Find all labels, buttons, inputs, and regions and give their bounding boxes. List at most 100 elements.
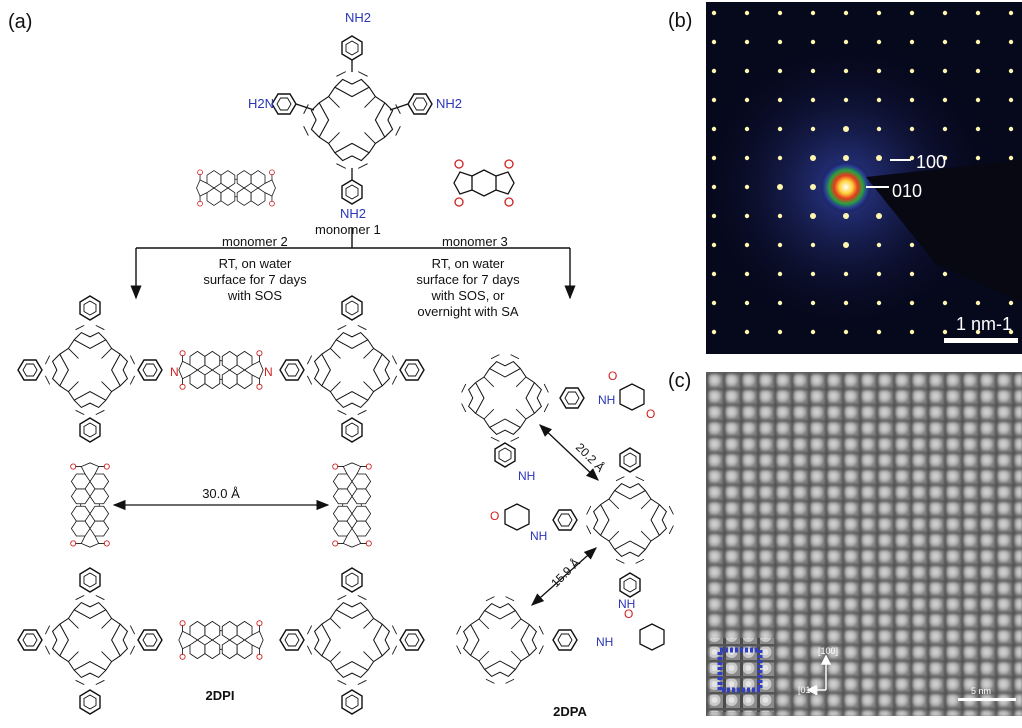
diffraction-spot <box>876 68 882 74</box>
diffraction-spot <box>876 213 882 219</box>
diffraction-spot <box>975 126 981 132</box>
diffraction-spot <box>909 242 915 248</box>
nh2-top-label: NH2 <box>345 10 371 25</box>
diffraction-spot <box>810 39 816 45</box>
diffraction-spot <box>777 329 783 335</box>
saed-scale-label: 1 nm-1 <box>956 314 1012 334</box>
diffraction-spot <box>744 213 750 219</box>
imide-n: N <box>264 365 273 379</box>
diffraction-spot <box>810 271 816 277</box>
diffraction-spot <box>909 126 915 132</box>
diffraction-spot <box>843 242 849 248</box>
carbonyl-o: O <box>608 369 617 383</box>
diffraction-spot <box>711 300 717 306</box>
diffraction-spot <box>942 271 948 277</box>
diffraction-spot <box>744 10 750 16</box>
diffraction-spot <box>810 10 816 16</box>
diffraction-spot <box>810 213 816 219</box>
diffraction-spot <box>777 271 783 277</box>
panel-a-label: (a) <box>8 11 32 33</box>
diffraction-spot <box>942 126 948 132</box>
simulated-inset <box>710 638 774 712</box>
diffraction-spot <box>843 10 849 16</box>
diffraction-spot <box>975 97 981 103</box>
saed-pattern: 100 010 1 nm-1 <box>706 2 1022 354</box>
panel-b-label: (b) <box>668 10 693 32</box>
diffraction-spot <box>876 97 882 103</box>
cond-left-1: RT, on water <box>219 256 292 271</box>
monomer-3-label: monomer 3 <box>442 234 508 249</box>
diffraction-spot <box>942 300 948 306</box>
diffraction-spot <box>909 39 915 45</box>
amide-nh: NH <box>598 393 615 407</box>
diffraction-spot <box>876 10 882 16</box>
diffraction-spot <box>975 329 981 335</box>
amide-nh: NH <box>618 597 635 611</box>
cond-left-3: with SOS <box>227 288 283 303</box>
diffraction-spot <box>777 97 783 103</box>
diffraction-spot <box>744 242 750 248</box>
diffraction-spot <box>744 271 750 277</box>
amide-nh: NH <box>518 469 535 483</box>
h2n-left-label: H2N <box>248 96 274 111</box>
diffraction-spot <box>777 155 783 161</box>
diffraction-spot <box>777 213 783 219</box>
diffraction-spot <box>975 10 981 16</box>
hrtem-scale-label: 5 nm <box>971 686 991 696</box>
diffraction-spot <box>810 300 816 306</box>
diffraction-spot <box>942 97 948 103</box>
cond-left-2: surface for 7 days <box>203 272 307 287</box>
diffraction-spot <box>843 329 849 335</box>
diffraction-spot <box>711 242 717 248</box>
diffraction-spot <box>843 68 849 74</box>
diffraction-spot <box>1008 300 1014 306</box>
diffraction-spot <box>942 10 948 16</box>
diffraction-spot <box>744 184 750 190</box>
diffraction-spot <box>744 329 750 335</box>
diffraction-spot <box>843 97 849 103</box>
diffraction-spot <box>711 39 717 45</box>
amide-nh: NH <box>596 635 613 649</box>
diffraction-spot <box>1008 155 1014 161</box>
panel-c-label: (c) <box>668 370 692 392</box>
diffraction-spot <box>909 271 915 277</box>
diffraction-spot <box>909 10 915 16</box>
cond-right-2: surface for 7 days <box>416 272 520 287</box>
diffraction-spot <box>909 329 915 335</box>
diffraction-spot <box>975 39 981 45</box>
2dpi-network: N N 30.0 Å <box>17 295 425 715</box>
carbonyl-o: O <box>646 407 655 421</box>
diffraction-spot <box>810 184 816 190</box>
diffraction-spot <box>744 126 750 132</box>
diffraction-spot <box>711 97 717 103</box>
diffraction-spot <box>843 213 849 219</box>
diffraction-spot <box>843 300 849 306</box>
diffraction-spot <box>1008 97 1014 103</box>
diffraction-spot <box>777 39 783 45</box>
imide-n: N <box>170 365 179 379</box>
diffraction-spot <box>711 271 717 277</box>
nh2-bottom-label: NH2 <box>340 206 366 221</box>
cond-right-4: overnight with SA <box>417 304 518 319</box>
monomer-3-structure <box>453 159 515 207</box>
amide-nh: NH <box>530 529 547 543</box>
diffraction-spot <box>711 155 717 161</box>
diffraction-spot <box>711 10 717 16</box>
distance-20: 20.2 Å <box>573 440 608 475</box>
diffraction-spot <box>711 184 717 190</box>
monomer-1-structure: NH2 H2N NH2 NH2 <box>248 10 462 221</box>
diffraction-spot <box>711 126 717 132</box>
diffraction-spot <box>744 39 750 45</box>
diffraction-spot <box>810 155 816 161</box>
diffraction-spot <box>975 300 981 306</box>
2dpa-label: 2DPA <box>553 704 587 719</box>
diffraction-spot <box>975 68 981 74</box>
diffraction-spot <box>843 155 849 161</box>
diffraction-spot <box>876 155 882 161</box>
diffraction-spot <box>1008 126 1014 132</box>
diffraction-spot <box>909 68 915 74</box>
diffraction-spot <box>942 68 948 74</box>
diffraction-spot <box>909 300 915 306</box>
diffraction-spot <box>876 271 882 277</box>
diffraction-spot <box>711 68 717 74</box>
